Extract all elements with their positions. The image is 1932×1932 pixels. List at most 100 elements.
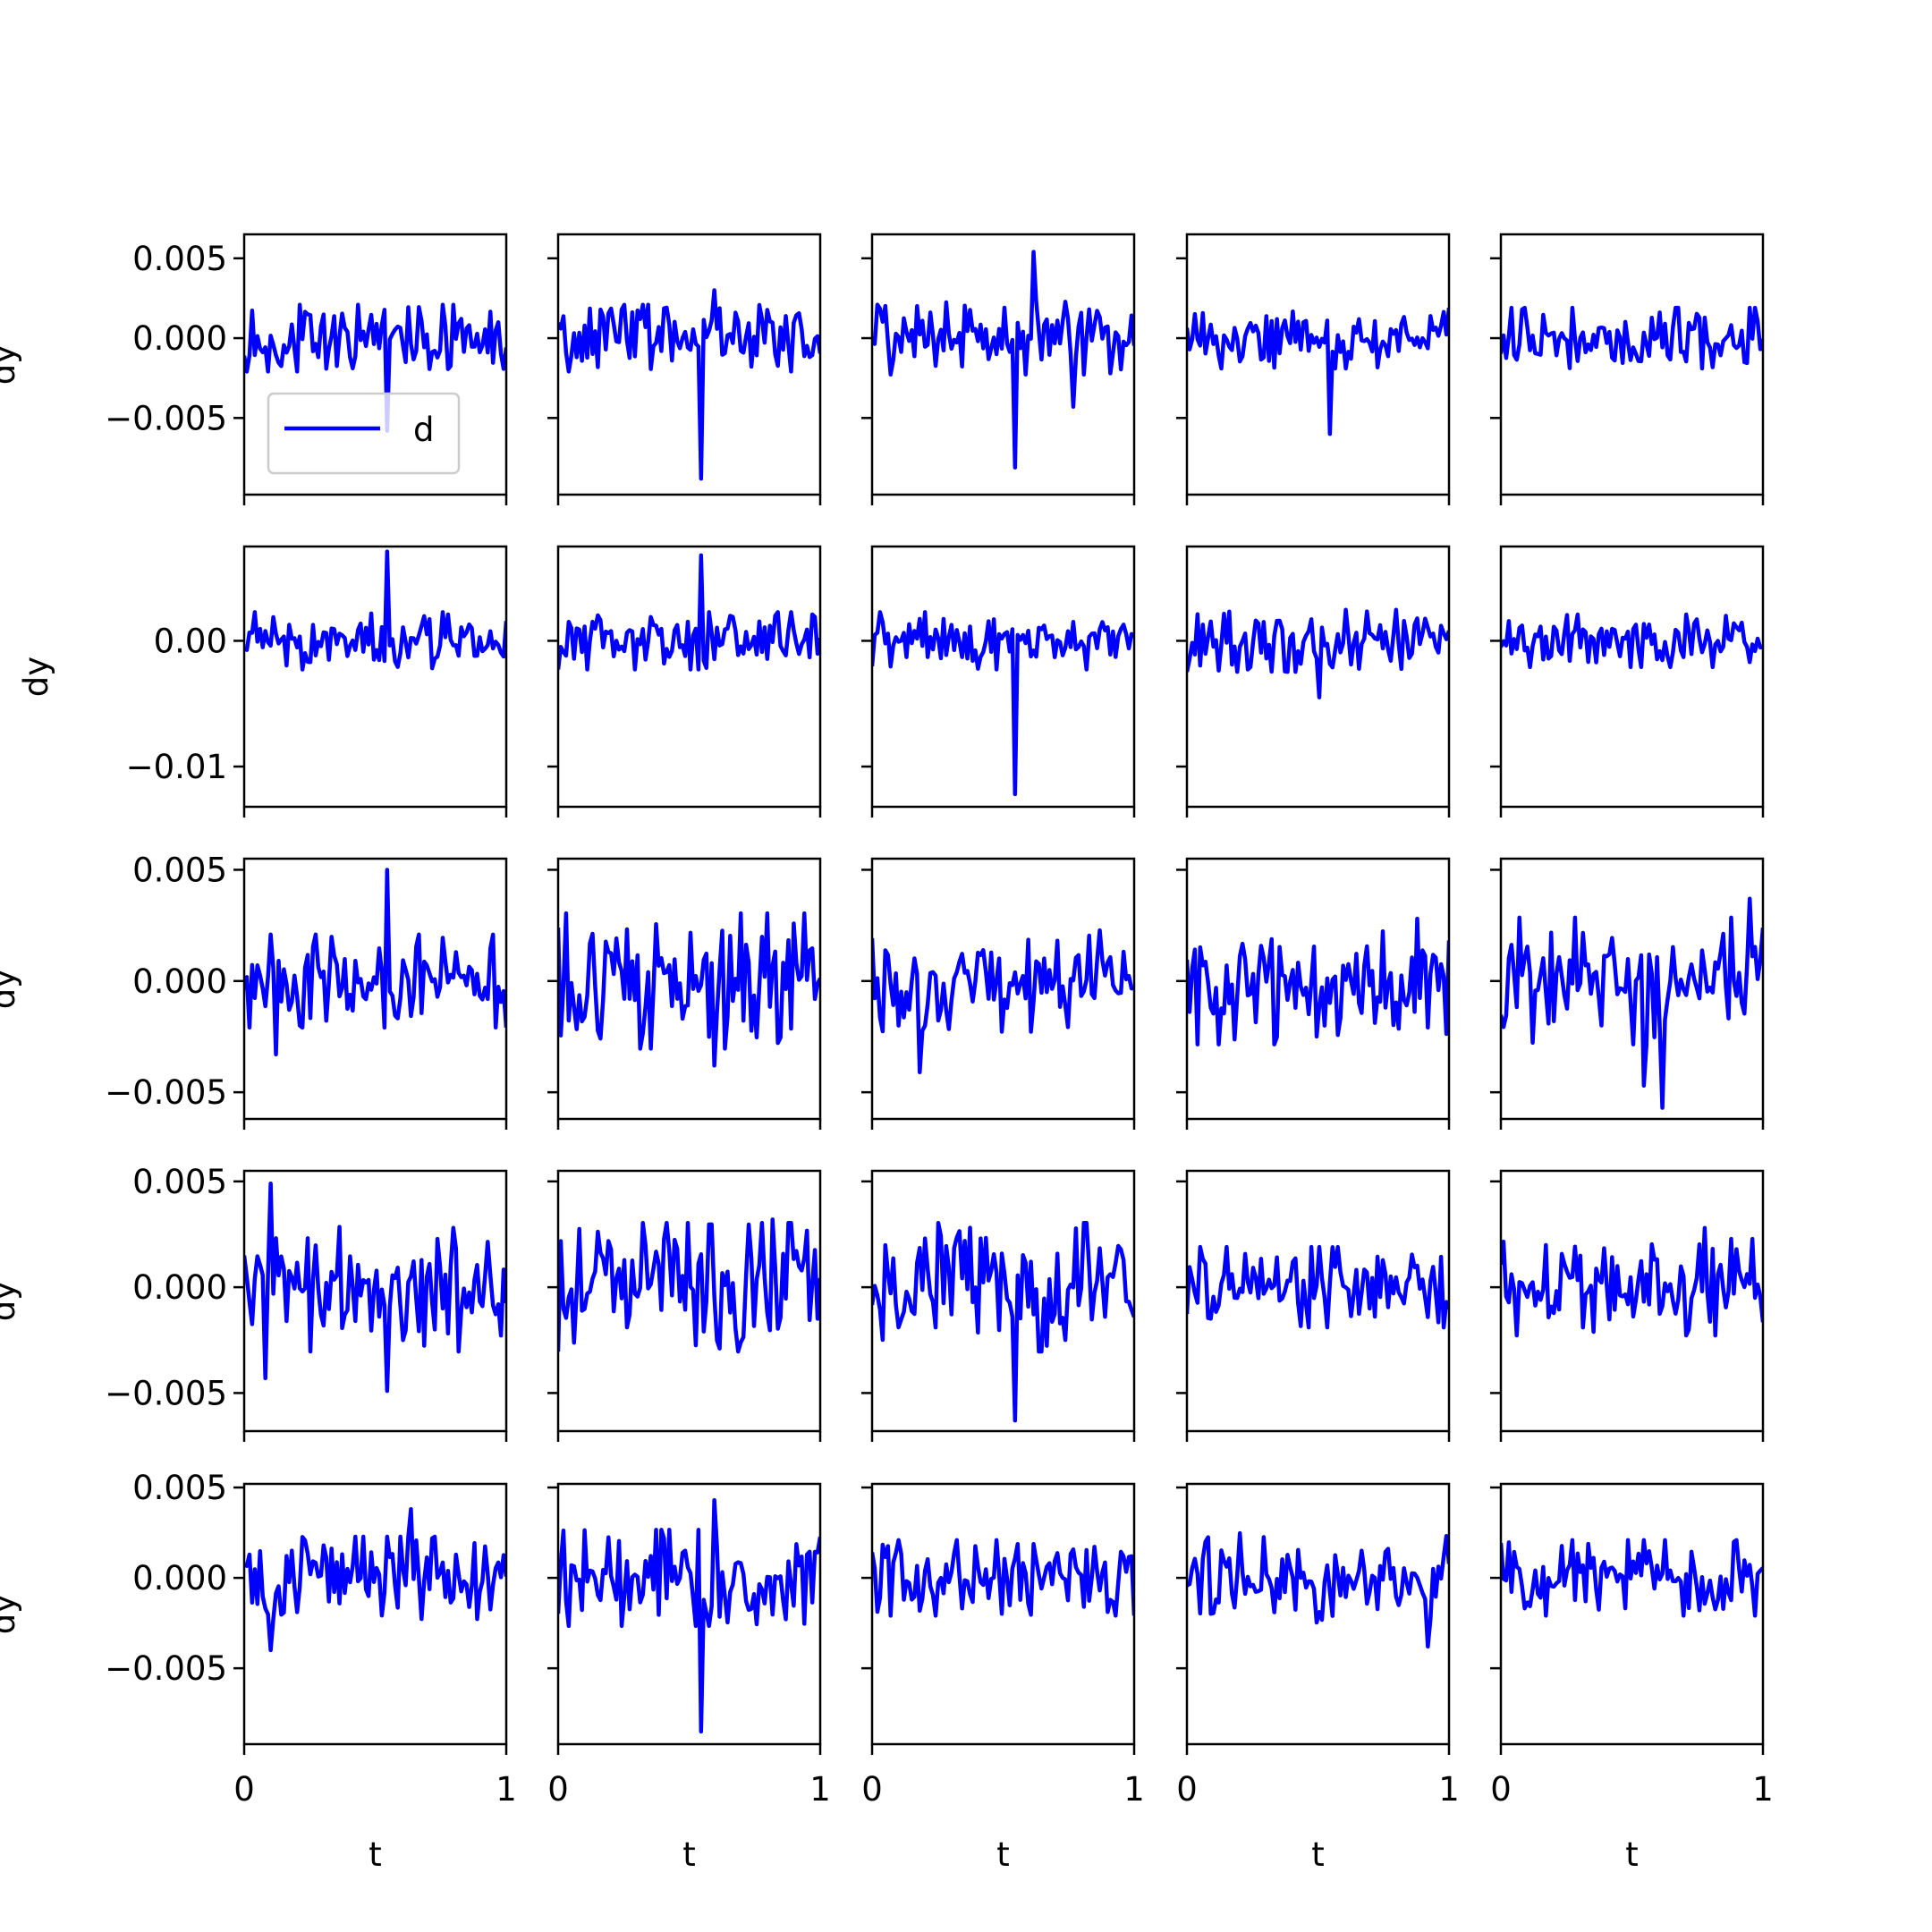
- x-tick-label: 1: [1438, 1770, 1460, 1809]
- y-tick-label: 0.005: [132, 851, 227, 889]
- subplot-r1-c1: 0.005 0.000 −0.005 dy d: [0, 233, 508, 505]
- legend-box: [267, 392, 461, 475]
- y-tick-label: 0.005: [132, 1469, 227, 1507]
- subplot-r5-c2: 0 1 t: [547, 1482, 831, 1874]
- x-axis-title: t: [996, 1835, 1010, 1874]
- axes-frame: [556, 233, 822, 496]
- x-tick-label: 1: [809, 1770, 831, 1809]
- subplot-r1-c2: [547, 233, 822, 505]
- series-line-r4-c3: [872, 1220, 1134, 1423]
- series-line-r5-c2: [558, 1497, 820, 1734]
- axes-frame: [556, 1482, 822, 1746]
- subplot-grid: 0.005 0.000 −0.005 dy d 0.00 −0.01 dy 0.005 0.000…: [0, 233, 1774, 1874]
- x-axis-title: t: [1625, 1835, 1639, 1874]
- x-tick-label: 0: [861, 1770, 883, 1809]
- series-line-r5-c4: [1187, 1530, 1449, 1649]
- subplot-r4-c1: 0.005 0.000 −0.005 dy: [0, 1163, 508, 1442]
- y-tick-label: −0.005: [105, 1374, 227, 1412]
- axes-frame: [1499, 233, 1765, 496]
- y-tick-label: −0.01: [126, 748, 227, 786]
- series-line-r4-c4: [1187, 1244, 1449, 1330]
- series-line-r2-c2: [558, 553, 820, 672]
- subplot-r4-c4: [1176, 1169, 1451, 1442]
- series-line-r2-c3: [872, 610, 1134, 797]
- axes-frame: [242, 545, 508, 809]
- x-tick-label: 1: [1752, 1770, 1774, 1809]
- y-axis-title: dy: [0, 344, 22, 385]
- series-line-r1-c3: [872, 250, 1134, 470]
- x-tick-label: 0: [1490, 1770, 1512, 1809]
- y-tick-label: −0.005: [105, 1073, 227, 1112]
- subplot-r3-c3: [861, 857, 1136, 1130]
- axes-frame: [1185, 1482, 1451, 1746]
- y-axis-title: dy: [17, 657, 55, 697]
- subplot-r5-c5: 0 1 t: [1490, 1482, 1774, 1874]
- axes-frame: [1499, 545, 1765, 809]
- series-line-r2-c1: [244, 549, 506, 672]
- y-tick-label: −0.005: [105, 399, 227, 437]
- series-line-r1-c1: [244, 302, 506, 433]
- axes-frame: [556, 1169, 822, 1433]
- axes-frame: [242, 857, 508, 1121]
- y-tick-label: 0.000: [132, 319, 227, 358]
- axes-frame: [870, 545, 1136, 809]
- axes-frame: [1499, 1169, 1765, 1433]
- y-tick-label: 0.005: [132, 1163, 227, 1201]
- subplot-r3-c5: [1490, 857, 1765, 1130]
- axes-frame: [870, 857, 1136, 1121]
- series-line-r3-c4: [1187, 916, 1449, 1046]
- legend-label: d: [413, 411, 435, 449]
- y-axis-title: dy: [0, 1594, 22, 1634]
- x-tick-label: 0: [1176, 1770, 1198, 1809]
- subplot-r4-c2: [547, 1169, 822, 1442]
- axes-frame: [870, 233, 1136, 496]
- y-tick-label: 0.00: [154, 622, 227, 660]
- subplot-r3-c1: 0.005 0.000 −0.005 dy: [0, 851, 508, 1130]
- subplot-r5-c1: 0.005 0.000 −0.005 0 1 t dy: [0, 1469, 517, 1874]
- subplot-r2-c3: [861, 545, 1136, 818]
- subplot-r2-c5: [1490, 545, 1765, 818]
- y-tick-label: −0.005: [105, 1649, 227, 1688]
- subplot-r2-c1: 0.00 −0.01 dy: [17, 545, 508, 818]
- series-line-r2-c4: [1187, 607, 1449, 699]
- subplot-r4-c3: [861, 1169, 1136, 1442]
- subplot-r2-c2: [547, 545, 822, 818]
- axes-frame: [556, 857, 822, 1121]
- series-line-r3-c2: [558, 911, 820, 1068]
- y-tick-label: 0.005: [132, 240, 227, 278]
- subplot-r1-c5: [1490, 233, 1765, 505]
- axes-frame: [1185, 233, 1451, 496]
- y-tick-label: 0.000: [132, 1268, 227, 1307]
- x-tick-label: 1: [1123, 1770, 1145, 1809]
- axes-frame: [1499, 1482, 1765, 1746]
- axes-frame: [556, 545, 822, 809]
- subplot-r1-c4: [1176, 233, 1451, 505]
- series-line-r4-c5: [1501, 1225, 1763, 1338]
- axes-frame: [870, 1482, 1136, 1746]
- axes-frame: [1185, 545, 1451, 809]
- axes-frame: [870, 1169, 1136, 1433]
- axes-frame: [242, 1482, 508, 1746]
- y-axis-title: dy: [0, 1281, 22, 1321]
- axes-frame: [1185, 1169, 1451, 1433]
- x-tick-label: 0: [547, 1770, 569, 1809]
- subplot-r1-c3: [861, 233, 1136, 505]
- x-tick-label: 0: [233, 1770, 255, 1809]
- y-tick-label: 0.000: [132, 962, 227, 1001]
- series-line-r3-c3: [872, 928, 1134, 1075]
- y-tick-label: 0.000: [132, 1559, 227, 1597]
- x-tick-label: 1: [496, 1770, 517, 1809]
- x-axis-title: t: [682, 1835, 696, 1874]
- series-line-r1-c5: [1501, 305, 1763, 371]
- axes-frame: [242, 1169, 508, 1433]
- series-line-r3-c1: [244, 868, 506, 1057]
- subplot-r3-c2: [547, 857, 822, 1130]
- series-line-r4-c2: [558, 1217, 820, 1354]
- subplot-r5-c4: 0 1 t: [1176, 1482, 1460, 1874]
- series-line-r1-c2: [558, 288, 820, 481]
- x-axis-title: t: [1311, 1835, 1325, 1874]
- y-axis-title: dy: [0, 969, 22, 1009]
- axes-frame: [1499, 857, 1765, 1121]
- series-line-r2-c5: [1501, 612, 1763, 670]
